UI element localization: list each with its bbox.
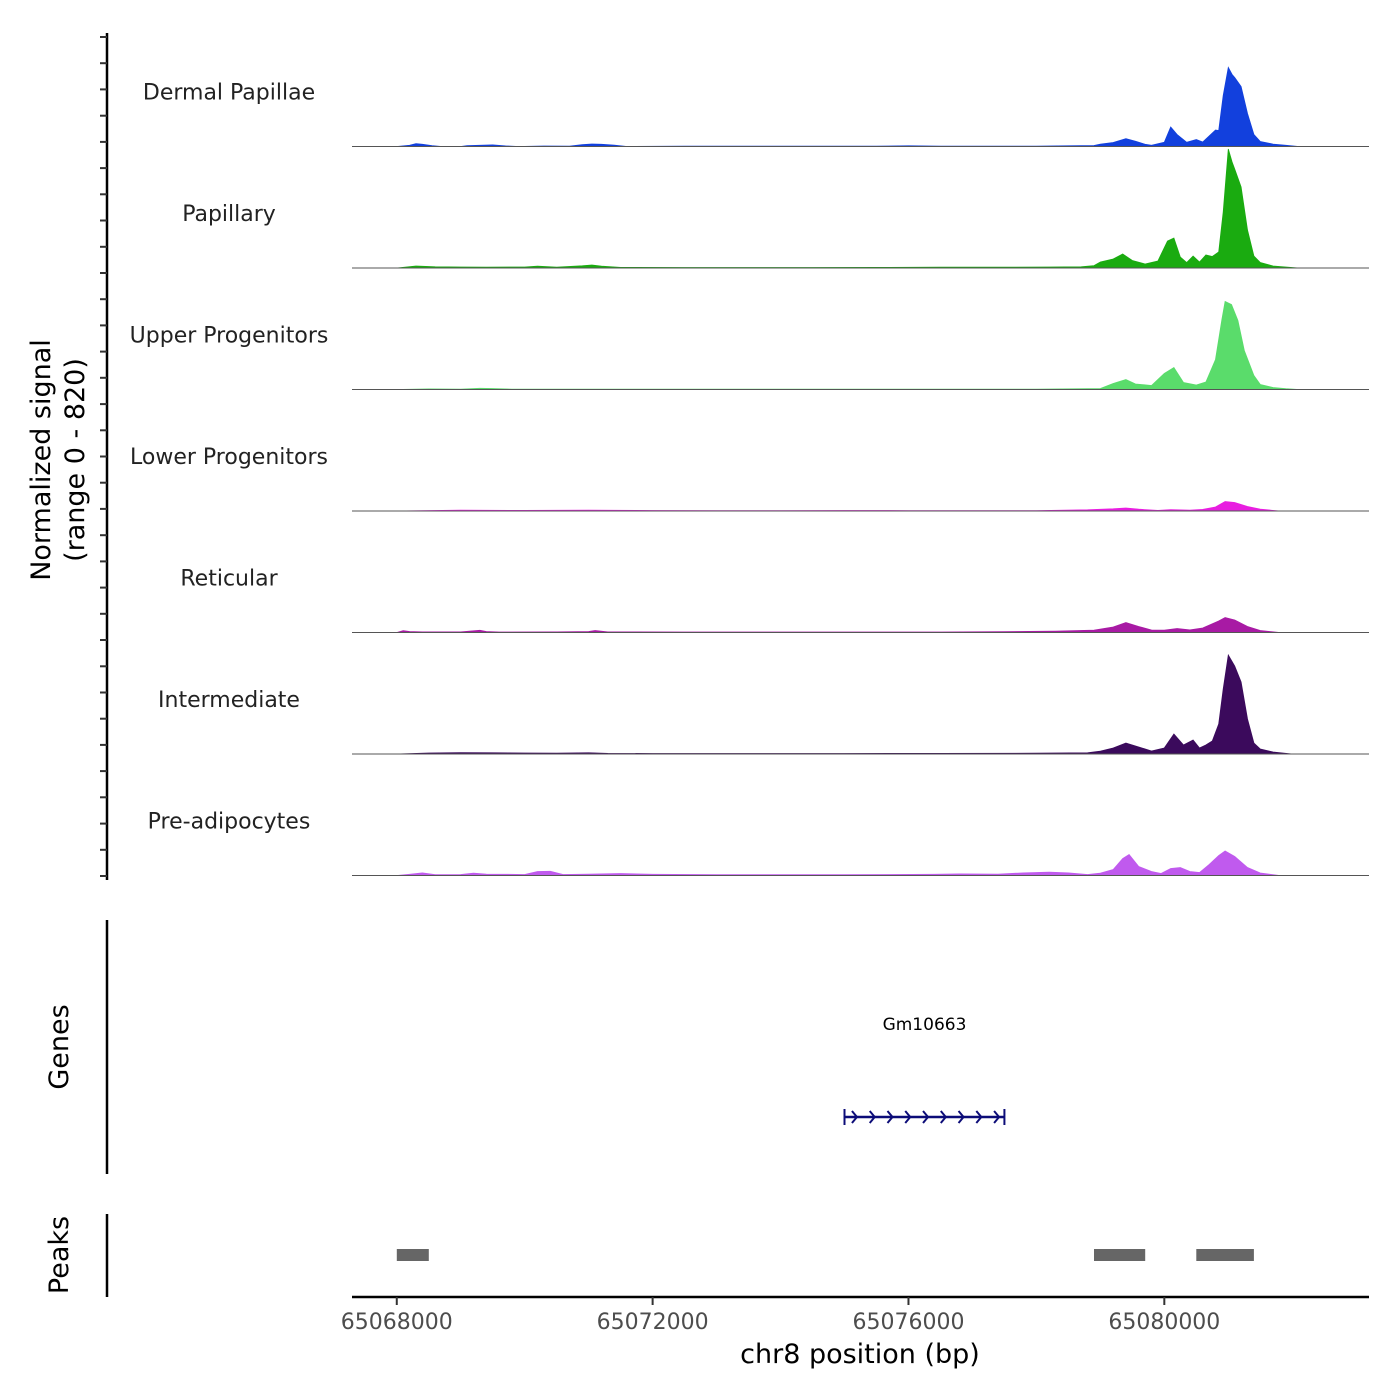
track-labels: Dermal Papillae Papillary Upper Progenitor… [130, 81, 329, 835]
gene-label: Gm10663 [883, 1015, 967, 1035]
strand-arrow [940, 1110, 948, 1124]
signal-area-papillary [396, 148, 1299, 269]
x-tick-label: 65068000 [341, 1310, 453, 1335]
x-axis-title: chr8 position (bp) [740, 1339, 980, 1370]
track-label-papillary: Papillary [182, 202, 276, 227]
strand-arrow [993, 1110, 1001, 1124]
peak-track [396, 1249, 1254, 1261]
strand-arrow [922, 1110, 930, 1124]
y-axis-range: (range 0 - 820) [60, 358, 91, 562]
y-axis-title: Normalized signal [26, 339, 57, 581]
track-label-intermediate: Intermediate [158, 688, 300, 713]
peaks-track-title: Peaks [44, 1216, 75, 1294]
genes-track-title: Genes [44, 1004, 75, 1089]
track-label-pre-adipocytes: Pre-adipocytes [148, 810, 311, 835]
signal-area-upper-progenitors [396, 300, 1299, 390]
gene-track: Gm10663 [843, 1015, 1006, 1125]
signal-area-dermal-papillae [396, 66, 1299, 147]
peak-bar [396, 1249, 429, 1261]
signal-y-axis [100, 33, 109, 880]
track-label-reticular: Reticular [180, 567, 278, 592]
track-label-upper-progenitors: Upper Progenitors [130, 324, 329, 349]
strand-arrow [886, 1110, 894, 1124]
track-label-dermal-papillae: Dermal Papillae [143, 81, 315, 106]
strand-arrow [868, 1110, 877, 1124]
peak-bar [1196, 1249, 1254, 1261]
x-tick-label: 65072000 [597, 1310, 709, 1335]
strand-arrow [851, 1110, 859, 1124]
peak-bar [1094, 1249, 1146, 1261]
signal-area-reticular [396, 617, 1280, 633]
x-tick-label: 65080000 [1108, 1310, 1220, 1335]
strand-arrow [904, 1110, 912, 1124]
x-axis-ticks: 65068000 65072000 65076000 65080000 [341, 1297, 1220, 1335]
x-tick-label: 65076000 [852, 1310, 964, 1335]
signal-area-intermediate [396, 653, 1293, 755]
strand-arrow [975, 1110, 983, 1124]
strand-arrow [957, 1110, 965, 1124]
signal-area-pre-adipocytes [396, 850, 1280, 876]
signal-area-lower-progenitors [396, 501, 1280, 512]
signal-tracks [352, 66, 1369, 876]
track-label-lower-progenitors: Lower Progenitors [130, 445, 328, 470]
